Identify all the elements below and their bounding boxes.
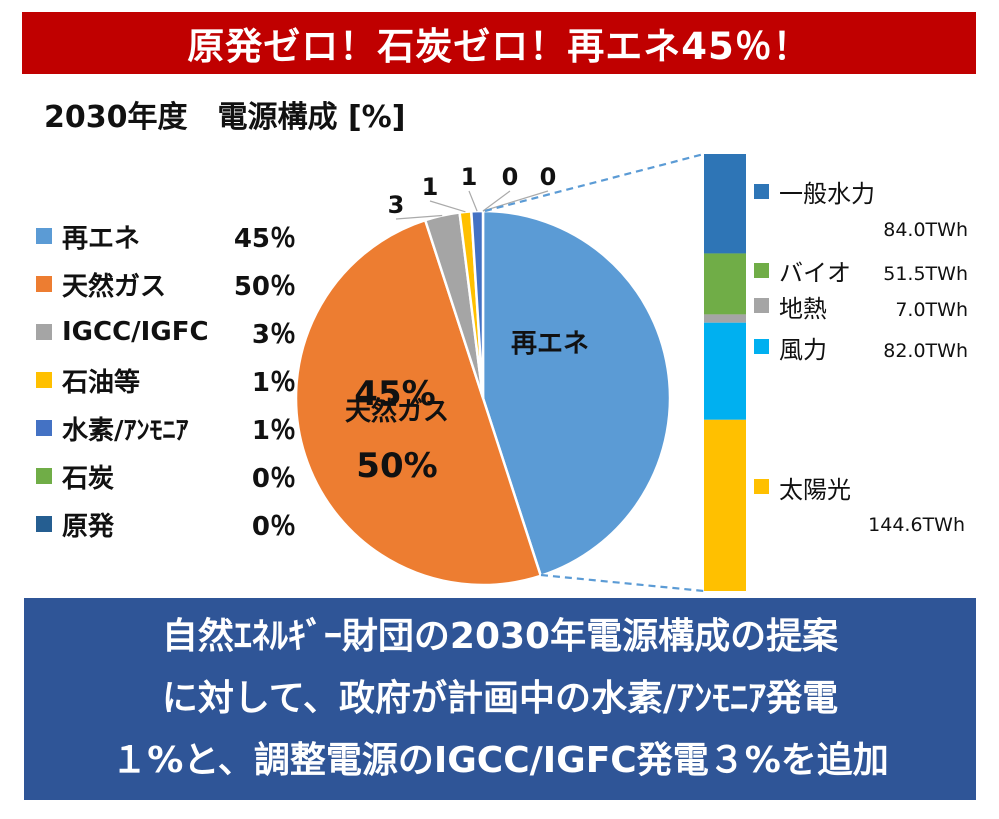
top-banner-text: 原発ゼロ！石炭ゼロ！再エネ45％！ [187, 25, 811, 68]
pie-leader-line [429, 200, 466, 213]
legend-swatch [36, 468, 52, 484]
pie-leader-line [482, 190, 511, 212]
bar-legend-label: 風力 [779, 336, 827, 364]
bar-segment-4 [704, 322, 746, 420]
legend-item-igcc: IGCC/IGFC 3％ [36, 308, 296, 356]
bottom-banner-line: １%と、調整電源のIGCC/IGFC発電３%を追加 [111, 740, 889, 781]
pie-label-value: 50% [356, 446, 437, 486]
chart-title: 2030年度 電源構成 [%] [44, 100, 406, 135]
legend-value: 0％ [251, 463, 296, 494]
bar-segment-3 [704, 314, 746, 323]
bar-legend-label: バイオ [779, 259, 851, 287]
legend: 再エネ 45％ 天然ガス 50％ IGCC/IGFC 3％ 石油等 1％ 水素/… [36, 212, 296, 548]
bar-legend-swatch [754, 263, 769, 278]
connector-line-top [484, 152, 705, 213]
bar-value-label: 51.5TWh [883, 263, 968, 285]
legend-item-coal: 石炭 0％ [36, 452, 296, 500]
bar-value-label: 82.0TWh [883, 340, 968, 362]
bar-segment-2 [704, 253, 746, 315]
bar-value-label: 144.6TWh [868, 514, 965, 536]
legend-item-nuclear: 原発 0％ [36, 500, 296, 548]
pie-slice-renewables [481, 209, 672, 578]
legend-label: 原発 [62, 511, 115, 542]
pie-outer-label: 1 [461, 163, 478, 191]
bar-legend-swatch [754, 184, 769, 199]
pie-outer-label: 1 [422, 173, 439, 201]
legend-label: 天然ガス [62, 271, 167, 302]
legend-item-lng: 天然ガス 50％ [36, 260, 296, 308]
pie-outer-label: 3 [388, 191, 405, 219]
legend-swatch [36, 372, 52, 388]
bar-legend-label: 地熱 [779, 295, 827, 323]
legend-swatch [36, 228, 52, 244]
pie-leader-line [468, 190, 478, 212]
legend-label: 再エネ [62, 223, 141, 254]
bar-legend-swatch [754, 298, 769, 313]
legend-value: 3％ [251, 319, 296, 350]
legend-value: 1％ [251, 415, 296, 446]
pie-label-name: 天然ガス [345, 396, 449, 427]
pie-slice-lng [294, 218, 543, 587]
legend-value: 50％ [233, 271, 296, 302]
legend-swatch [36, 324, 52, 340]
bar-value-label: 84.0TWh [883, 219, 968, 241]
legend-value: 45％ [233, 223, 296, 254]
legend-value: 1％ [251, 367, 296, 398]
pie-outer-label: 0 [540, 163, 557, 191]
bar-value-label: 7.0TWh [895, 299, 968, 321]
pie-leader-line [395, 214, 443, 220]
legend-item-hydrogen: 水素/ｱﾝﾓﾆｱ 1％ [36, 404, 296, 452]
bar-legend-swatch [754, 339, 769, 354]
legend-label: 石油等 [62, 367, 141, 398]
legend-value: 0％ [251, 511, 296, 542]
legend-item-oil: 石油等 1％ [36, 356, 296, 404]
bar-segment-1 [704, 154, 746, 254]
legend-swatch [36, 516, 52, 532]
legend-label: IGCC/IGFC [62, 317, 209, 347]
bar-legend-swatch [754, 479, 769, 494]
legend-swatch [36, 420, 52, 436]
pie-slice-hydrogen [469, 209, 485, 399]
connector-line-bottom [540, 573, 705, 593]
bottom-banner: 自然ｴﾈﾙｷﾞｰ財団の2030年電源構成の提案 に対して、政府が計画中の水素/ｱ… [24, 598, 976, 800]
pie-label-value: 45% [354, 374, 435, 414]
bottom-banner-line: に対して、政府が計画中の水素/ｱﾝﾓﾆｱ発電 [161, 678, 839, 719]
legend-item-renewables: 再エネ 45％ [36, 212, 296, 260]
pie-outer-label: 0 [502, 163, 519, 191]
pie-label-name: 再エネ [511, 329, 589, 359]
bar-legend-label: 太陽光 [779, 476, 851, 504]
top-banner: 原発ゼロ！石炭ゼロ！再エネ45％！ [22, 12, 976, 74]
bar-legend-label: 一般水力 [779, 180, 875, 208]
legend-label: 水素/ｱﾝﾓﾆｱ [62, 415, 189, 446]
legend-swatch [36, 276, 52, 292]
bottom-banner-line: 自然ｴﾈﾙｷﾞｰ財団の2030年電源構成の提案 [161, 616, 839, 657]
pie-leader-line [482, 190, 549, 212]
bar-segment-5 [704, 419, 746, 591]
legend-label: 石炭 [62, 463, 115, 494]
